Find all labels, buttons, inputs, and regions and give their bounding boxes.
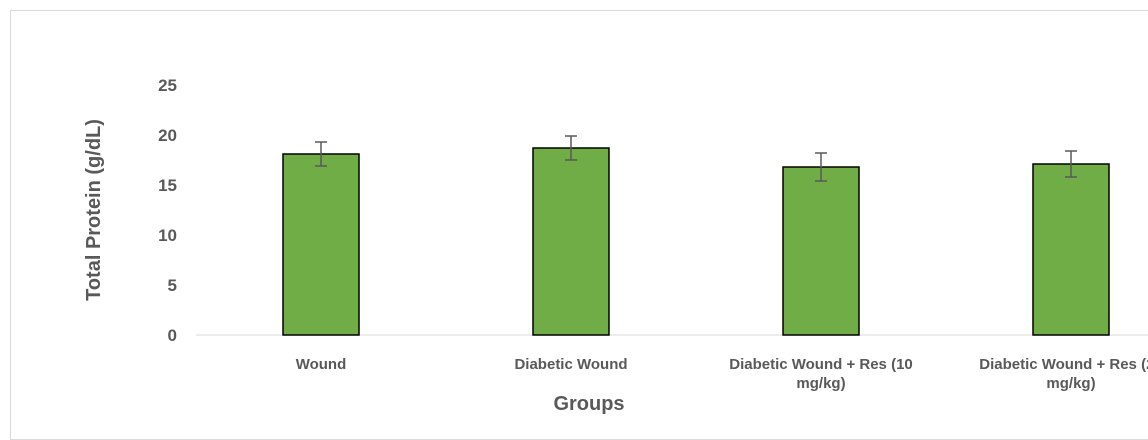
x-axis-title: Groups [553, 393, 624, 415]
category-labels: Wound Diabetic Wound Diabetic Wound + Res … [296, 356, 1148, 392]
bar-1 [282, 153, 360, 336]
bars [282, 147, 1110, 336]
y-tick-label: 10 [158, 226, 177, 245]
y-tick-label: 20 [158, 126, 177, 145]
bar-4 [1032, 163, 1110, 336]
error-bar-1 [315, 141, 327, 167]
category-label-line: mg/kg) [796, 375, 845, 392]
category-label-2: Diabetic Wound [514, 356, 627, 373]
bar-3 [782, 166, 860, 336]
category-label-line: Diabetic Wound + Res (20 [979, 356, 1148, 373]
error-bars [315, 135, 1077, 182]
y-tick-label: 15 [158, 176, 177, 195]
category-label-line: Diabetic Wound + Res (10 [729, 356, 913, 373]
error-bar-2 [565, 135, 577, 161]
bar-chart: 0 5 10 15 20 25 Wound Diabetic Wound Diabetic W… [83, 76, 1148, 415]
category-label-3: Diabetic Wound + Res (10 mg/kg) [729, 356, 913, 392]
category-label-line: Diabetic Wound [514, 356, 627, 373]
bar-2 [532, 147, 610, 336]
y-tick-label: 25 [158, 76, 177, 95]
category-label-1: Wound [296, 356, 347, 373]
category-label-line: Wound [296, 356, 347, 373]
error-bar-4 [1065, 150, 1077, 178]
category-label-4: Diabetic Wound + Res (20 mg/kg) [979, 356, 1148, 392]
error-bar-3 [815, 152, 827, 182]
y-axis-title: Total Protein (g/dL) [83, 119, 105, 301]
category-label-line: mg/kg) [1046, 375, 1095, 392]
y-tick-label: 5 [168, 276, 177, 295]
y-tick-label: 0 [168, 326, 177, 345]
y-axis-ticks: 0 5 10 15 20 25 [158, 76, 177, 345]
